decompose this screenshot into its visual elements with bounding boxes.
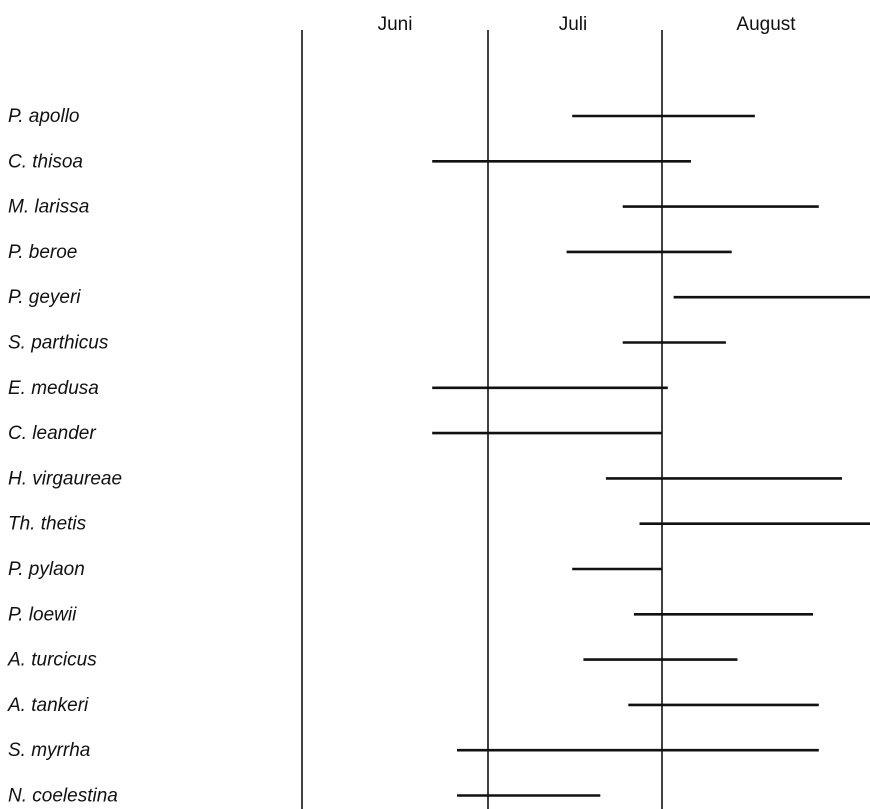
month-divider-lines <box>301 30 663 809</box>
month-label-juli: Juli <box>559 14 588 35</box>
species-label-s-parthicus: S. parthicus <box>8 333 109 354</box>
species-label-a-tankeri: A. tankeri <box>7 695 89 716</box>
species-label-a-turcicus: A. turcicus <box>7 650 97 671</box>
species-label-p-beroe: P. beroe <box>8 242 77 263</box>
month-label-juni: Juni <box>378 14 413 35</box>
species-label-p-pylaon: P. pylaon <box>8 559 85 580</box>
species-label-c-thisoa: C. thisoa <box>8 151 83 172</box>
species-label-h-virgaureae: H. virgaureae <box>8 468 122 489</box>
species-labels: P. apollo C. thisoa M. larissa P. beroe P. g… <box>7 106 122 807</box>
species-label-th-thetis: Th. thetis <box>8 514 87 535</box>
species-label-c-leander: C. leander <box>8 423 96 444</box>
month-labels: Juni Juli August <box>378 14 797 35</box>
flight-period-bars <box>432 114 870 797</box>
species-label-e-medusa: E. medusa <box>8 378 99 399</box>
species-label-p-apollo: P. apollo <box>8 106 80 127</box>
species-label-m-larissa: M. larissa <box>8 197 89 218</box>
species-label-p-geyeri: P. geyeri <box>8 287 81 308</box>
species-label-p-loewii: P. loewii <box>8 604 77 625</box>
month-label-august: August <box>736 14 796 35</box>
species-label-n-coelestina: N. coelestina <box>8 786 118 807</box>
species-label-s-myrrha: S. myrrha <box>8 740 90 761</box>
